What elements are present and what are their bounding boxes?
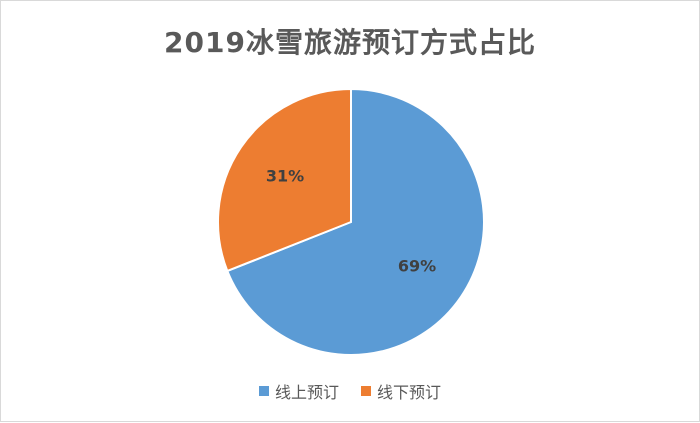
legend-swatch-online [258, 386, 269, 396]
pie-label-offline: 31% [266, 167, 304, 186]
pie-slice-online [226, 87, 485, 356]
pie-slice-offline [217, 87, 352, 273]
legend-label-online: 线上预订 [274, 383, 339, 402]
legend-label-offline: 线下预订 [377, 383, 442, 402]
legend-swatch-offline [361, 386, 371, 396]
legend-item-online: 线上预订 [258, 379, 339, 403]
legend-item-offline: 线下预订 [361, 379, 441, 403]
chart-legend: 线上预订 线下预订 [1, 379, 699, 403]
chart-title: 2019冰雪旅游预订方式占比 [164, 26, 536, 59]
pie-label-online: 69% [398, 256, 436, 275]
